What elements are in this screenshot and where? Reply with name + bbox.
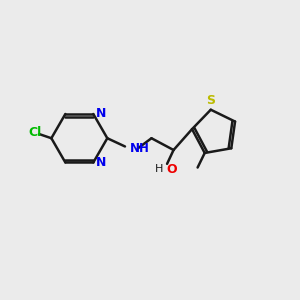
Text: N: N xyxy=(96,107,106,121)
Text: N: N xyxy=(96,156,106,169)
Text: NH: NH xyxy=(129,142,149,155)
Text: S: S xyxy=(206,94,215,107)
Text: Cl: Cl xyxy=(28,126,42,139)
Text: O: O xyxy=(166,163,177,176)
Text: H: H xyxy=(155,164,163,174)
